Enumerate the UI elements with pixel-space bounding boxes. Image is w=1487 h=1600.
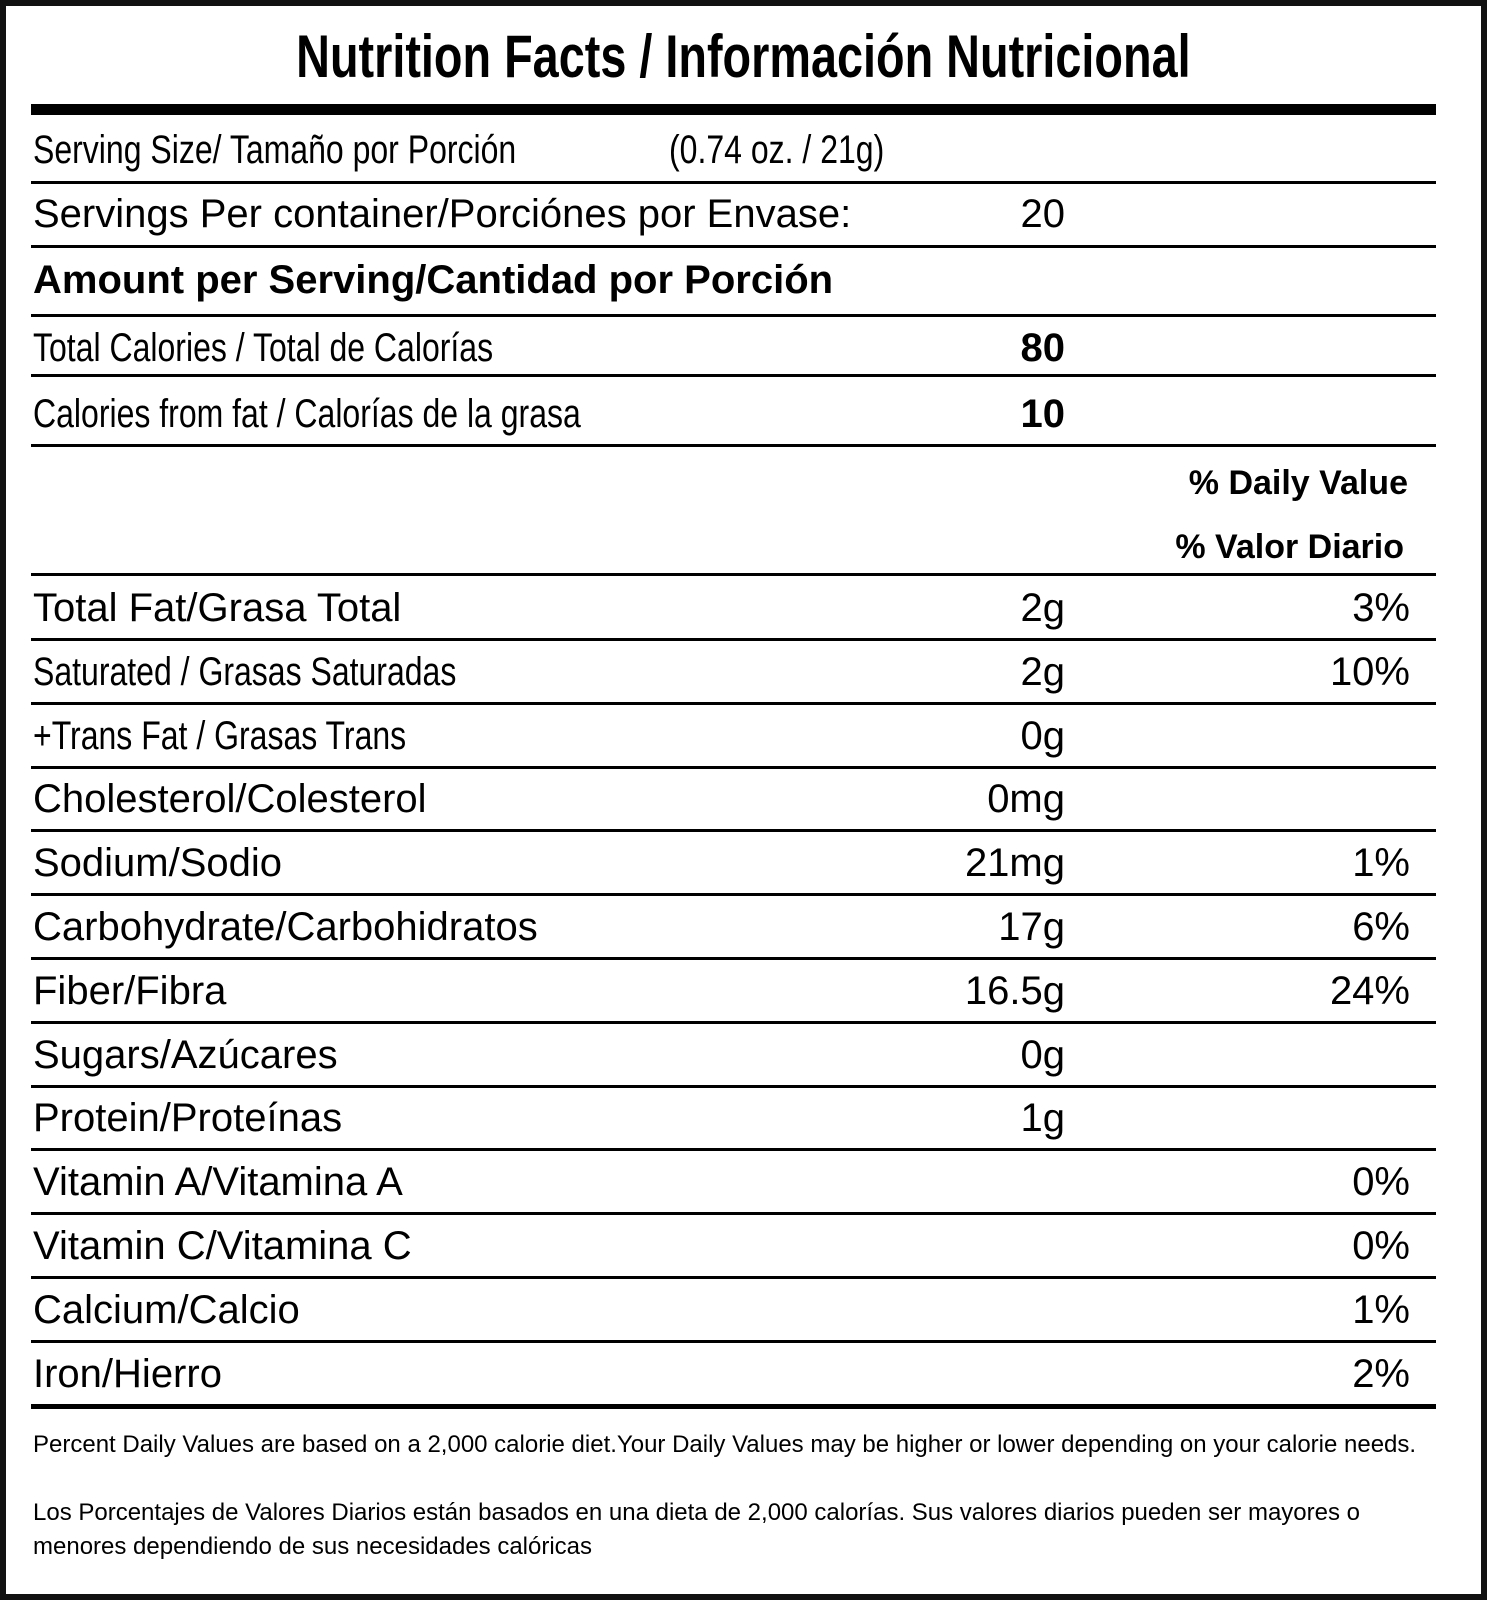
servings-per-container-value: 20 xyxy=(1020,192,1066,236)
nutrient-label: Total Fat/Grasa Total xyxy=(33,586,402,630)
nutrient-percent: 6% xyxy=(1352,905,1410,949)
title-text: Nutrition Facts / Información Nutriciona… xyxy=(296,23,1191,90)
serving-size-label: Serving Size/ Tamaño por Porción xyxy=(33,128,517,172)
divider xyxy=(31,1084,1436,1088)
nutrient-amount: 0mg xyxy=(987,777,1065,822)
nutrient-label: Protein/Proteínas xyxy=(33,1096,343,1141)
nutrient-label: Calcium/Calcio xyxy=(33,1287,300,1332)
nutrient-label: Sodium/Sodio xyxy=(33,841,283,886)
amount-per-serving-text: Amount per Serving/Cantidad por Porción xyxy=(33,258,834,302)
footnote-en: Percent Daily Values are based on a 2,00… xyxy=(33,1431,1417,1458)
nutrient-label: Vitamin A/Vitamina A xyxy=(33,1160,403,1205)
divider xyxy=(31,1339,1436,1343)
nutrient-amount: 2g xyxy=(1020,649,1066,694)
divider xyxy=(31,957,1436,960)
nutrient-label: +Trans Fat / Grasas Trans xyxy=(33,713,407,758)
nutrient-label: Iron/Hierro xyxy=(33,1351,222,1396)
divider xyxy=(31,573,1436,576)
divider xyxy=(31,1276,1436,1279)
nutrient-percent: 10% xyxy=(1329,649,1410,694)
divider xyxy=(31,1148,1436,1152)
nutrient-amount: 0g xyxy=(1020,1032,1066,1077)
nutrient-amount: 16.5g xyxy=(964,968,1065,1013)
daily-value-en: % Daily Value xyxy=(1188,464,1408,502)
divider xyxy=(31,765,1436,769)
divider xyxy=(31,1020,1436,1024)
nutrient-percent: 0% xyxy=(1352,1160,1410,1205)
nutrient-label: Vitamin C/Vitamina C xyxy=(33,1224,412,1268)
divider xyxy=(31,444,1436,447)
nutrient-amount: 2g xyxy=(1020,586,1066,630)
nutrient-label: Carbohydrate/Carbohidratos xyxy=(33,905,538,949)
nutrient-label: Saturated / Grasas Saturadas xyxy=(33,649,457,694)
nutrient-percent: 3% xyxy=(1352,586,1410,630)
divider xyxy=(31,374,1436,377)
daily-value-es: % Valor Diario xyxy=(1175,528,1404,566)
divider xyxy=(31,638,1436,641)
nutrient-percent: 1% xyxy=(1352,841,1410,886)
nutrient-label: Cholesterol/Colesterol xyxy=(33,777,427,822)
servings-per-container-label: Servings Per container/Porciónes por Env… xyxy=(33,192,852,236)
nutrient-amount: 1g xyxy=(1020,1096,1066,1141)
divider xyxy=(31,245,1436,248)
divider xyxy=(31,701,1436,705)
calories-from-fat-value: 10 xyxy=(1020,392,1066,436)
nutrient-amount: 0g xyxy=(1020,713,1066,758)
serving-size-value: (0.74 oz. / 21g) xyxy=(669,128,885,172)
nutrient-amount: 17g xyxy=(998,905,1065,949)
thick-divider xyxy=(31,104,1436,115)
nutrient-amount: 21mg xyxy=(964,841,1065,886)
bottom-divider xyxy=(31,1404,1436,1409)
nutrient-percent: 2% xyxy=(1352,1351,1410,1396)
nutrient-percent: 0% xyxy=(1352,1224,1410,1268)
footnote-es: Los Porcentajes de Valores Diarios están… xyxy=(33,1499,1361,1560)
total-calories-label: Total Calories / Total de Calorías xyxy=(33,326,494,370)
divider xyxy=(31,314,1436,317)
total-calories-value: 80 xyxy=(1020,326,1066,370)
nutrient-percent: 1% xyxy=(1352,1287,1410,1332)
label-title: Nutrition Facts / Información Nutriciona… xyxy=(0,22,1487,91)
calories-from-fat-label: Calories from fat / Calorías de la grasa xyxy=(33,392,581,436)
nutrient-label: Fiber/Fibra xyxy=(33,968,227,1013)
nutrient-percent: 24% xyxy=(1329,968,1410,1013)
divider xyxy=(31,829,1436,833)
divider xyxy=(31,181,1436,184)
divider xyxy=(31,1212,1436,1216)
nutrient-label: Sugars/Azúcares xyxy=(33,1032,338,1077)
divider xyxy=(31,893,1436,897)
